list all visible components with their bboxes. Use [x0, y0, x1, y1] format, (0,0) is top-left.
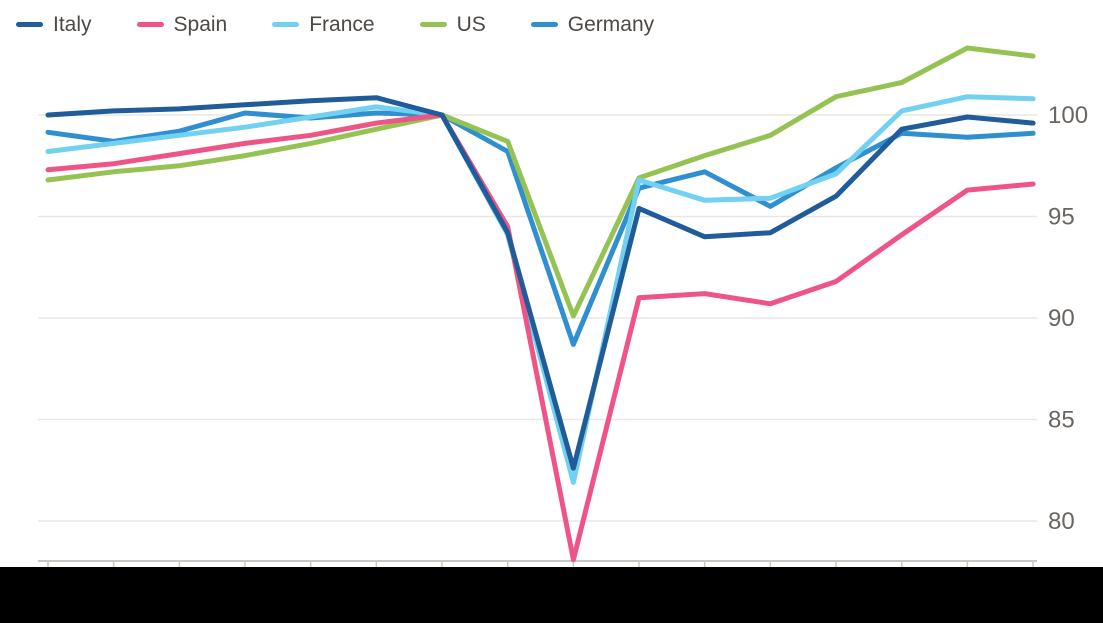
- legend-label-france: France: [309, 13, 375, 36]
- legend-swatch-germany: [530, 22, 558, 27]
- legend-label-germany: Germany: [567, 13, 655, 36]
- y-tick-label-100: 100: [1048, 102, 1088, 129]
- y-tick-label-80: 80: [1048, 508, 1075, 535]
- y-tick-label-85: 85: [1048, 407, 1075, 434]
- legend-item-us: US: [419, 13, 486, 36]
- legend-swatch-france: [272, 22, 300, 27]
- legend-swatch-us: [419, 22, 447, 27]
- legend-label-us: US: [456, 13, 486, 36]
- line-italy: [45, 95, 1036, 471]
- legend-label-spain: Spain: [173, 13, 228, 36]
- legend-item-france: France: [272, 13, 375, 36]
- line-us: [45, 45, 1036, 319]
- line-spain: [45, 112, 1036, 563]
- legend-swatch-spain: [136, 22, 164, 27]
- line-germany: [45, 110, 1036, 347]
- legend-item-germany: Germany: [530, 13, 655, 36]
- line-france: [45, 94, 1036, 485]
- legend-label-italy: Italy: [53, 13, 92, 36]
- y-tick-label-95: 95: [1048, 204, 1075, 231]
- legend-swatch-italy: [16, 22, 43, 27]
- chart-legend: Italy Spain France US Germany: [16, 14, 654, 35]
- legend-item-italy: Italy: [16, 14, 92, 35]
- legend-item-spain: Spain: [136, 13, 228, 36]
- redaction-bar: [0, 567, 1103, 623]
- y-tick-label-90: 90: [1048, 305, 1075, 332]
